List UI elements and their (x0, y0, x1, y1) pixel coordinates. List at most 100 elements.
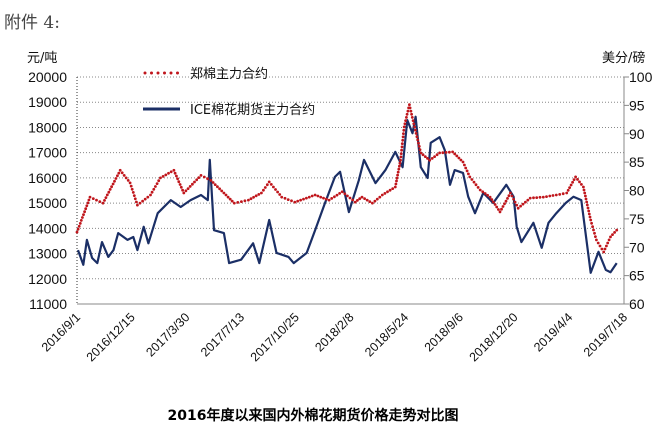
zhengzhou-price-dot (548, 194, 552, 198)
zhengzhou-price-dot (558, 193, 562, 196)
zhengzhou-price-dot (497, 208, 500, 211)
zhengzhou-price-dot (585, 200, 589, 204)
zhengzhou-price-dot (605, 244, 608, 248)
series-zhengzhou (75, 103, 619, 254)
zhengzhou-price-dot (472, 180, 476, 184)
zhengzhou-price-dot (122, 174, 126, 177)
zhengzhou-price-dot (218, 187, 222, 191)
zhengzhou-price-dot (603, 247, 607, 251)
zhengzhou-price-dot (433, 155, 436, 159)
zhengzhou-price-dot (254, 194, 258, 198)
zhengzhou-price-dot (176, 177, 180, 181)
left-tick-label: 12000 (28, 271, 67, 287)
zhengzhou-price-dot (307, 195, 311, 199)
zhengzhou-price-dot (126, 179, 130, 182)
legend-label-ice: ICE棉花期货主力合约 (190, 102, 315, 118)
zhengzhou-price-dot (402, 128, 406, 132)
zhengzhou-price-dot (417, 145, 421, 148)
zhengzhou-price-dot (595, 238, 598, 242)
zhengzhou-price-dot (178, 183, 182, 186)
zhengzhou-price-dot (133, 197, 137, 201)
zhengzhou-price-dot (186, 187, 190, 191)
x-tick-label: 2018/2/8 (312, 310, 356, 354)
zhengzhou-price-dot (584, 194, 587, 198)
zhengzhou-price-dot (356, 199, 359, 202)
zhengzhou-price-dot (413, 125, 416, 129)
zhengzhou-price-dot (400, 145, 404, 149)
zhengzhou-price-dot (116, 174, 119, 178)
zhengzhou-price-dot (319, 195, 323, 199)
zhengzhou-price-dot (589, 218, 593, 222)
zhengzhou-price-dot (169, 170, 173, 174)
zhengzhou-price-dot (572, 178, 576, 182)
zhengzhou-price-dot (613, 231, 616, 234)
zhengzhou-price-dot (105, 193, 109, 197)
zhengzhou-price-dot (138, 201, 142, 205)
zhengzhou-price-dot (532, 196, 535, 200)
zhengzhou-price-dot (193, 180, 196, 184)
zhengzhou-price-dot (507, 194, 511, 198)
zhengzhou-price-dot (88, 195, 92, 199)
zhengzhou-price-dot (591, 225, 594, 229)
legend-dot (143, 71, 147, 75)
zhengzhou-price-dot (426, 157, 429, 160)
zhengzhou-price-dot (172, 168, 176, 172)
zhengzhou-price-dot (124, 176, 128, 180)
left-tick-label: 17000 (28, 145, 67, 161)
zhengzhou-price-dot (400, 142, 404, 146)
x-tick-label: 2018/12/20 (467, 310, 521, 364)
zhengzhou-price-dot (435, 153, 439, 157)
zhengzhou-price-dot (181, 188, 185, 192)
zhengzhou-price-dot (406, 109, 410, 113)
left-tick-label: 14000 (28, 220, 67, 236)
zhengzhou-price-dot (580, 183, 583, 186)
right-tick-label: 65 (629, 268, 645, 284)
zhengzhou-price-dot (128, 181, 132, 185)
left-axis-unit: 元/吨 (27, 51, 57, 66)
zhengzhou-price-dot (611, 233, 614, 237)
zhengzhou-price-dot (501, 205, 505, 208)
zhengzhou-price-dot (197, 176, 201, 180)
zhengzhou-price-dot (397, 167, 401, 171)
x-tick-label: 2016/12/15 (84, 310, 138, 364)
zhengzhou-price-dot (459, 158, 463, 162)
zhengzhou-price-dot (465, 169, 469, 173)
zhengzhou-price-dot (586, 206, 590, 210)
left-tick-label: 18000 (28, 119, 67, 135)
legend-dot (163, 71, 166, 75)
zhengzhou-price-dot (408, 103, 411, 107)
zhengzhou-price-dot (395, 176, 399, 180)
zhengzhou-price-dot (402, 125, 406, 129)
zhengzhou-price-dot (252, 195, 256, 199)
zhengzhou-price-dot (402, 132, 405, 136)
zhengzhou-price-dot (182, 191, 186, 195)
zhengzhou-price-dot (576, 178, 579, 181)
zhengzhou-price-dot (512, 197, 515, 201)
zhengzhou-price-dot (87, 198, 91, 202)
zhengzhou-price-dot (199, 174, 203, 177)
zhengzhou-price-dot (509, 191, 512, 195)
zhengzhou-price-dot (585, 203, 589, 207)
zhengzhou-price-dot (403, 122, 407, 126)
zhengzhou-price-dot (81, 216, 84, 219)
zhengzhou-price-dot (330, 197, 334, 200)
zhengzhou-price-dot (159, 176, 162, 180)
zhengzhou-price-dot (441, 151, 445, 155)
zhengzhou-price-dot (131, 191, 135, 194)
zhengzhou-price-dot (428, 158, 432, 162)
zhengzhou-price-dot (590, 221, 593, 225)
zhengzhou-price-dot (578, 180, 581, 184)
x-tick-label: 2019/4/4 (531, 310, 575, 354)
zhengzhou-price-dot (316, 194, 320, 198)
zhengzhou-price-dot (135, 200, 138, 204)
zhengzhou-price-dot (280, 195, 284, 199)
zhengzhou-price-dot (117, 171, 121, 175)
zhengzhou-price-dot (378, 195, 382, 199)
zhengzhou-price-dot (146, 195, 150, 199)
zhengzhou-price-dot (561, 192, 565, 196)
zhengzhou-price-dot (421, 153, 425, 157)
zhengzhou-price-dot (161, 175, 165, 178)
zhengzhou-price-dot (513, 200, 517, 204)
zhengzhou-price-dot (263, 186, 267, 189)
zhengzhou-price-dot (498, 210, 502, 214)
